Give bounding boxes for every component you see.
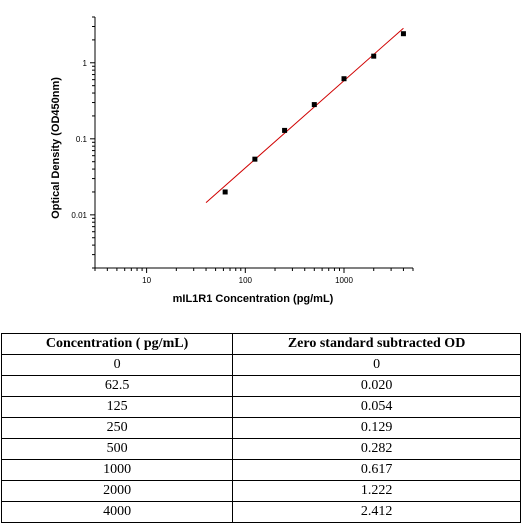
cell-concentration: 1000 — [0, 459, 234, 481]
cell-od: 0.129 — [232, 417, 521, 439]
table-header-row: Concentration ( pg/mL) Zero standard sub… — [0, 333, 521, 355]
y-tick-label: 1 — [83, 59, 88, 68]
cell-concentration: 2000 — [0, 480, 234, 502]
x-tick-label: 100 — [239, 276, 253, 285]
table-row: 250 0.129 — [0, 417, 521, 439]
data-point — [400, 31, 406, 37]
standard-curve-chart: 10 100 1000 0.01 0.1 1 mIL1R1 Concentration (… — [50, 16, 414, 305]
table-row: 500 0.282 — [0, 438, 521, 460]
data-table: Concentration ( pg/mL) Zero standard sub… — [0, 333, 521, 523]
data-point — [311, 102, 317, 108]
fit-line-group — [205, 27, 404, 203]
data-point — [282, 127, 288, 133]
cell-od: 0 — [232, 354, 521, 376]
cell-concentration: 125 — [0, 396, 234, 418]
cell-concentration: 62.5 — [0, 375, 234, 397]
cell-od: 0.054 — [232, 396, 521, 418]
table-row: 4000 2.412 — [0, 501, 521, 523]
header-od: Zero standard subtracted OD — [232, 333, 521, 355]
cell-od: 0.020 — [232, 375, 521, 397]
data-point — [341, 76, 347, 82]
cell-concentration: 500 — [0, 438, 234, 460]
data-point — [222, 189, 228, 195]
table-row: 2000 1.222 — [0, 480, 521, 502]
cell-od: 2.412 — [232, 501, 521, 523]
x-tick-label: 10 — [142, 276, 151, 285]
y-tick-label: 0.1 — [76, 135, 88, 144]
table-row: 1000 0.617 — [0, 459, 521, 481]
cell-od: 0.617 — [232, 459, 521, 481]
fit-line — [205, 27, 404, 203]
cell-concentration: 0 — [0, 354, 234, 376]
cell-concentration: 4000 — [0, 501, 234, 523]
data-point — [371, 53, 377, 59]
x-tick-label: 1000 — [335, 276, 353, 285]
cell-concentration: 250 — [0, 417, 234, 439]
x-axis-label: mIL1R1 Concentration (pg/mL) — [173, 293, 334, 305]
y-axis-label: Optical Density (OD450nm) — [50, 77, 62, 219]
data-point — [252, 156, 258, 162]
table-row: 62.5 0.020 — [0, 375, 521, 397]
data-points-group — [222, 31, 406, 195]
table-row: 125 0.054 — [0, 396, 521, 418]
chart-axes: 10 100 1000 0.01 0.1 1 — [71, 16, 414, 285]
cell-od: 1.222 — [232, 480, 521, 502]
header-concentration: Concentration ( pg/mL) — [0, 333, 234, 355]
y-tick-label: 0.01 — [71, 211, 87, 220]
chart-svg: 10 100 1000 0.01 0.1 1 mIL1R1 Concentration (… — [50, 16, 414, 305]
cell-od: 0.282 — [232, 438, 521, 460]
